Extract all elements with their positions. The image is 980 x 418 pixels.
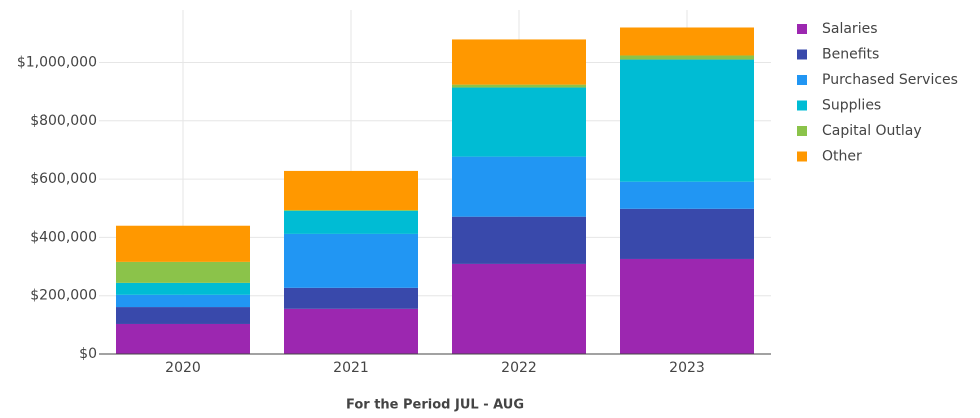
- x-tick-label: 2020: [165, 360, 201, 376]
- bar-segment: [116, 294, 250, 308]
- y-tick-label: $600,000: [30, 171, 97, 187]
- y-tick-label: $1,000,000: [17, 54, 97, 70]
- legend-swatch: [797, 151, 807, 162]
- bar-segment: [452, 156, 586, 217]
- legend-label: Supplies: [822, 98, 881, 114]
- bar-segment: [452, 87, 586, 157]
- legend-label: Other: [822, 149, 862, 165]
- bar-segment: [284, 233, 418, 288]
- legend-label: Benefits: [822, 47, 879, 63]
- bar-segment: [116, 225, 250, 262]
- legend-swatch: [797, 75, 807, 85]
- bar-segment: [452, 84, 586, 88]
- bar-segment: [116, 323, 250, 354]
- bar-segment: [452, 263, 586, 354]
- x-tick-label: 2021: [333, 360, 369, 376]
- bar-segment: [284, 287, 418, 309]
- legend-label: Purchased Services: [822, 72, 958, 88]
- x-tick-label: 2022: [501, 360, 537, 376]
- legend-swatch: [797, 49, 807, 60]
- bar-segment: [116, 261, 250, 283]
- bar-segment: [620, 258, 754, 354]
- legend-swatch: [797, 24, 807, 34]
- bar-segment: [452, 216, 586, 264]
- bar-segment: [284, 308, 418, 354]
- bar-segment: [620, 181, 754, 209]
- legend-label: Capital Outlay: [822, 123, 922, 139]
- legend-label: Salaries: [822, 21, 878, 37]
- y-tick-label: $400,000: [30, 229, 97, 245]
- bar-segment: [620, 55, 754, 60]
- x-axis-label: For the Period JUL - AUG: [346, 398, 524, 413]
- bar-segment: [452, 39, 586, 85]
- bar-segment: [284, 170, 418, 210]
- y-tick-label: $800,000: [30, 113, 97, 129]
- x-tick-label: 2023: [669, 360, 705, 376]
- bar-segment: [620, 59, 754, 182]
- bar-segment: [620, 27, 754, 56]
- bar-segment: [116, 282, 250, 295]
- bar-segment: [620, 208, 754, 259]
- legend-swatch: [797, 100, 807, 111]
- legend-swatch: [797, 126, 807, 136]
- bar-segment: [284, 209, 418, 211]
- bar-segment: [116, 307, 250, 324]
- y-tick-label: $200,000: [30, 288, 97, 304]
- bar-segment: [284, 210, 418, 234]
- y-tick-label: $0: [79, 346, 97, 362]
